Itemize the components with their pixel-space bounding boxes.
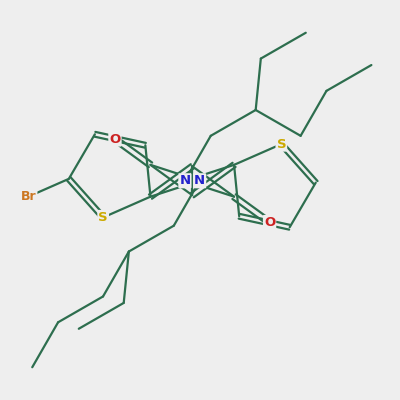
Text: S: S	[98, 211, 108, 224]
Text: N: N	[194, 174, 205, 187]
Text: O: O	[264, 216, 275, 229]
Text: N: N	[179, 174, 190, 187]
Text: Br: Br	[21, 190, 36, 203]
Text: O: O	[109, 132, 120, 146]
Text: S: S	[276, 138, 286, 150]
